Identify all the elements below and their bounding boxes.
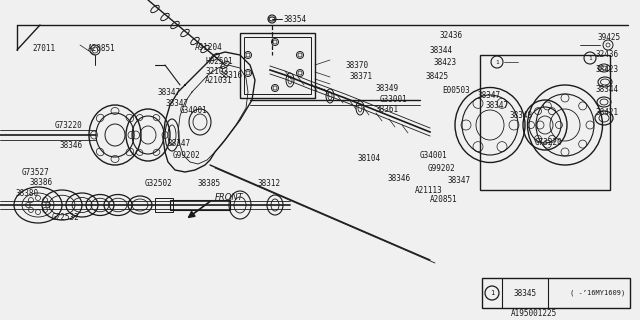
- Bar: [170, 200, 230, 210]
- Text: 38349: 38349: [375, 84, 398, 92]
- Text: 38312: 38312: [258, 179, 281, 188]
- Bar: [240, 33, 315, 98]
- Bar: [480, 55, 610, 190]
- Text: 38380: 38380: [15, 188, 38, 197]
- Text: A20851: A20851: [88, 44, 116, 52]
- Bar: [482, 278, 630, 308]
- Circle shape: [273, 86, 277, 90]
- Bar: [155, 198, 173, 212]
- Text: 38421: 38421: [596, 108, 619, 116]
- Text: 38371: 38371: [350, 71, 373, 81]
- Text: G34001: G34001: [420, 150, 448, 159]
- Text: FRONT: FRONT: [215, 194, 244, 203]
- Text: A91204: A91204: [195, 43, 223, 52]
- Text: G99202: G99202: [428, 164, 456, 172]
- Text: 32436: 32436: [440, 30, 463, 39]
- Text: 38347: 38347: [478, 91, 501, 100]
- Text: 38344: 38344: [430, 45, 453, 54]
- Text: 38346: 38346: [388, 173, 411, 182]
- Text: H02501: H02501: [205, 57, 233, 66]
- Circle shape: [273, 40, 277, 44]
- Text: 27011: 27011: [32, 44, 55, 52]
- Text: G34001: G34001: [180, 106, 208, 115]
- Text: 1: 1: [490, 290, 494, 296]
- Text: 38386: 38386: [30, 178, 53, 187]
- Text: 38385: 38385: [198, 179, 221, 188]
- Text: A21113: A21113: [415, 186, 443, 195]
- Text: 38423: 38423: [596, 65, 619, 74]
- Text: 38361: 38361: [375, 105, 398, 114]
- Text: A21031: A21031: [205, 76, 233, 84]
- Bar: [244, 37, 311, 94]
- Text: A20851: A20851: [430, 196, 458, 204]
- Text: 38354: 38354: [283, 14, 306, 23]
- Circle shape: [298, 53, 302, 57]
- Circle shape: [298, 71, 302, 75]
- Text: 38346: 38346: [60, 140, 83, 149]
- Text: 38347: 38347: [158, 87, 181, 97]
- Text: 38348: 38348: [510, 110, 533, 119]
- Text: 38104: 38104: [358, 154, 381, 163]
- Text: 38316: 38316: [220, 70, 243, 79]
- Text: 38423: 38423: [434, 58, 457, 67]
- Text: 38347: 38347: [448, 175, 471, 185]
- Circle shape: [246, 53, 250, 57]
- Text: 38347: 38347: [168, 139, 191, 148]
- Text: 38347: 38347: [165, 99, 188, 108]
- Text: G73220: G73220: [55, 121, 83, 130]
- Text: E00503: E00503: [442, 85, 470, 94]
- Text: G99202: G99202: [173, 150, 201, 159]
- Circle shape: [246, 71, 250, 75]
- Text: 38344: 38344: [596, 84, 619, 93]
- Text: G22532: G22532: [52, 212, 80, 221]
- Text: 39425: 39425: [598, 33, 621, 42]
- Text: ( -’16MY1609): ( -’16MY1609): [570, 290, 626, 296]
- Text: G73220: G73220: [535, 138, 563, 147]
- Text: A195001225: A195001225: [511, 309, 557, 318]
- Text: G33001: G33001: [380, 94, 408, 103]
- Text: 32436: 32436: [596, 50, 619, 59]
- Text: G73527: G73527: [22, 167, 50, 177]
- Text: 38370: 38370: [345, 60, 368, 69]
- Text: G32502: G32502: [145, 179, 173, 188]
- Text: 38425: 38425: [425, 71, 448, 81]
- Text: 1: 1: [495, 60, 499, 65]
- Text: 1: 1: [588, 55, 592, 60]
- Text: 38345: 38345: [513, 289, 536, 298]
- Text: 38347: 38347: [485, 100, 508, 109]
- Text: 32103: 32103: [205, 67, 228, 76]
